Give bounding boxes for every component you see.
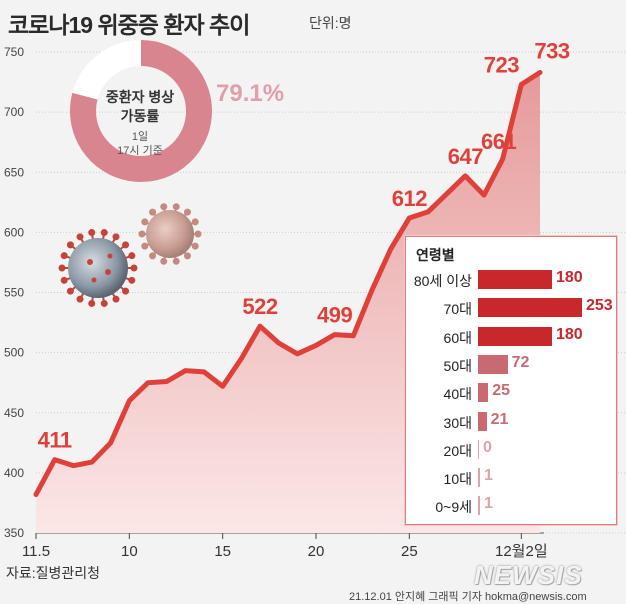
age-panel-title: 연령별	[416, 247, 455, 263]
x-tick-label: 15	[214, 543, 231, 560]
age-row: 50대 72	[406, 353, 616, 375]
donut-sub-line2: 17시 기준	[117, 145, 163, 157]
data-label: 612	[392, 186, 427, 211]
y-tick-label: 650	[4, 165, 24, 179]
donut-occupied-arc	[70, 40, 212, 182]
virus-illustration-icon	[58, 229, 138, 307]
y-tick-label: 450	[4, 406, 24, 420]
data-label: 499	[317, 303, 352, 328]
y-tick-label: 500	[4, 346, 24, 360]
donut-title: 중환자 병상 가동률	[82, 88, 198, 126]
y-tick-label: 400	[4, 466, 24, 480]
age-value: 1	[484, 467, 493, 485]
age-value: 253	[586, 297, 613, 315]
age-label: 70대	[443, 301, 472, 318]
age-bar	[478, 354, 508, 374]
occupancy-donut	[70, 40, 212, 182]
age-label: 50대	[443, 357, 472, 374]
x-tick-label: 25	[401, 543, 418, 560]
age-breakdown-panel: 연령별 80세 이상 180 70대 253 60대 180 50대 72 40대 25 30대 21…	[405, 236, 617, 525]
age-bar	[478, 411, 487, 431]
donut-percentage: 79.1%	[216, 80, 285, 107]
age-row: 80세 이상 180	[406, 268, 616, 290]
data-label: 522	[242, 294, 277, 319]
age-bar	[478, 326, 552, 346]
age-value: 180	[555, 269, 583, 286]
data-label: 723	[484, 52, 519, 77]
age-bar	[478, 298, 582, 318]
age-value: 21	[490, 410, 509, 428]
newsis-logo: NEWSIS	[474, 560, 583, 590]
y-tick-label: 600	[4, 225, 24, 239]
age-row: 10대 1	[406, 466, 616, 488]
age-label: 60대	[443, 329, 472, 346]
age-row: 30대 21	[406, 410, 616, 432]
credit-line: 21.12.01 안지혜 그래픽 기자 hokma@newsis.com	[349, 591, 587, 603]
age-row: 60대 180	[406, 325, 616, 347]
y-tick-label: 350	[4, 526, 24, 540]
data-label: 661	[481, 129, 516, 154]
age-value: 180	[555, 325, 583, 343]
y-tick-label: 550	[4, 286, 24, 300]
age-row: 70대 253	[406, 296, 616, 318]
x-tick-label: 12월2일	[495, 543, 548, 560]
series-line	[33, 69, 543, 498]
age-label: 80세 이상	[413, 273, 472, 289]
data-label: 647	[448, 144, 483, 169]
x-tick-label: 20	[308, 543, 325, 560]
age-row: 0~9세 1	[406, 494, 616, 516]
age-value: 0	[483, 438, 492, 456]
page-title: 코로나19 위중증 환자 추이	[8, 12, 250, 38]
y-tick-label: 750	[4, 45, 24, 59]
data-label: 411	[38, 428, 72, 453]
age-label: 20대	[443, 442, 472, 459]
age-label: 10대	[443, 471, 472, 488]
virus-illustration-small-icon	[138, 203, 202, 265]
age-value: 72	[511, 353, 530, 371]
donut-timestamp: 1일 17시 기준	[82, 130, 198, 158]
unit-label: 단위:명	[309, 15, 352, 31]
age-bar	[478, 496, 480, 516]
age-label: 30대	[443, 414, 472, 431]
age-label: 0~9세	[435, 499, 472, 516]
donut-title-line2: 가동률	[120, 108, 160, 124]
age-bar	[478, 383, 489, 403]
age-bar	[478, 270, 552, 289]
data-label: 733	[534, 38, 569, 63]
age-row: 20대 0	[406, 438, 616, 460]
source-note: 자료:질병관리청	[6, 565, 101, 581]
donut-sub-line1: 1일	[131, 131, 149, 143]
age-label: 40대	[443, 386, 472, 403]
age-bar	[478, 439, 479, 459]
x-tick-label: 11.5	[22, 543, 50, 560]
age-value: 1	[484, 495, 493, 513]
age-value: 25	[492, 382, 511, 400]
age-row: 40대 25	[406, 381, 616, 403]
x-tick-label: 10	[121, 543, 138, 560]
donut-title-line1: 중환자 병상	[105, 89, 175, 105]
age-bar	[478, 468, 480, 488]
y-tick-label: 700	[4, 105, 24, 119]
